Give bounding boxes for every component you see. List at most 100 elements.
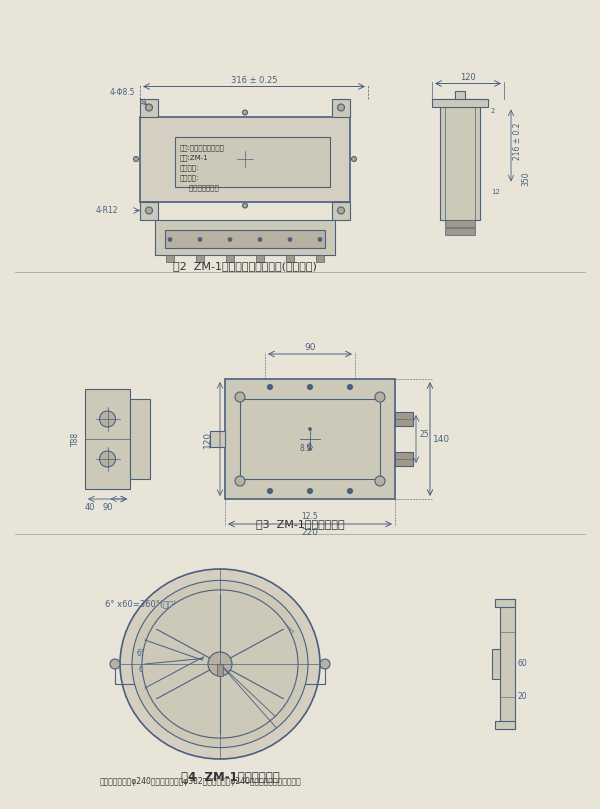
Text: 316 ± 0.25: 316 ± 0.25 [231, 75, 277, 84]
Circle shape [228, 238, 232, 242]
Bar [495, 599, 515, 607]
Bar [85, 389, 130, 489]
Bar [225, 379, 395, 499]
Circle shape [308, 427, 311, 430]
Circle shape [100, 411, 115, 427]
Bar [175, 137, 330, 187]
Circle shape [352, 156, 356, 162]
Text: Φ362: Φ362 [194, 620, 216, 638]
Text: 名称:非接触式测速装置: 名称:非接触式测速装置 [180, 145, 225, 151]
Text: 12.5: 12.5 [302, 512, 319, 521]
Circle shape [347, 489, 353, 493]
Circle shape [110, 659, 120, 669]
Text: 6°: 6° [138, 664, 147, 674]
Text: 20: 20 [518, 692, 527, 701]
Text: 图2  ZM-1型电路接线盒外形图(填料函图): 图2 ZM-1型电路接线盒外形图(填料函图) [173, 261, 317, 271]
Bar [332, 201, 350, 219]
Bar [492, 649, 500, 679]
Text: 90: 90 [304, 343, 316, 352]
Bar [495, 721, 515, 729]
Bar [332, 99, 350, 116]
Text: 尾轴直径: 尾轴直径 [275, 619, 295, 639]
Text: 6°: 6° [136, 650, 145, 659]
Circle shape [235, 392, 245, 402]
Text: 8.5: 8.5 [299, 444, 311, 453]
Text: 350: 350 [521, 172, 530, 186]
Ellipse shape [120, 569, 320, 759]
Bar [440, 99, 480, 219]
Circle shape [100, 451, 115, 467]
Circle shape [308, 489, 313, 493]
Circle shape [258, 238, 262, 242]
Text: 12: 12 [491, 188, 500, 194]
Circle shape [198, 238, 202, 242]
Bar [217, 664, 223, 676]
Bar [445, 227, 475, 235]
Bar [286, 255, 294, 261]
Text: 25: 25 [419, 430, 428, 438]
Text: 图4  ZM-1信号盘外形图: 图4 ZM-1信号盘外形图 [181, 771, 280, 784]
Circle shape [288, 238, 292, 242]
Circle shape [337, 207, 344, 214]
Bar [240, 399, 380, 479]
Text: T88: T88 [71, 432, 80, 446]
Circle shape [242, 110, 248, 115]
Circle shape [347, 384, 353, 389]
Text: 图3  ZM-1传感器外盒图: 图3 ZM-1传感器外盒图 [256, 519, 344, 529]
Text: 220: 220 [302, 528, 319, 537]
Bar [210, 431, 225, 447]
Text: 2: 2 [491, 108, 496, 113]
Bar [432, 99, 488, 107]
Text: 4-Φ8.5: 4-Φ8.5 [110, 87, 135, 96]
Circle shape [146, 104, 152, 111]
Bar [316, 255, 324, 261]
Bar [155, 219, 335, 255]
Bar [140, 116, 350, 201]
Bar [445, 219, 475, 227]
Text: 90: 90 [102, 503, 113, 512]
Bar [226, 255, 234, 261]
Circle shape [308, 447, 311, 451]
Bar [455, 91, 465, 99]
Bar [166, 255, 174, 261]
Circle shape [235, 476, 245, 486]
Ellipse shape [142, 590, 298, 738]
Text: 4-R12: 4-R12 [95, 206, 118, 215]
Text: 南通航海仪表厂: 南通航海仪表厂 [180, 184, 219, 191]
Circle shape [318, 238, 322, 242]
Bar [500, 599, 515, 729]
Circle shape [320, 659, 330, 669]
Circle shape [146, 207, 152, 214]
Circle shape [308, 384, 313, 389]
Text: 140: 140 [433, 434, 450, 443]
Text: 60: 60 [518, 659, 528, 668]
Circle shape [168, 238, 172, 242]
Text: 40: 40 [84, 503, 95, 512]
Circle shape [337, 104, 344, 111]
Text: 216 ± 0.2: 216 ± 0.2 [513, 123, 522, 160]
Circle shape [375, 476, 385, 486]
Circle shape [208, 652, 232, 676]
Circle shape [133, 156, 139, 162]
Text: 电流电压:: 电流电压: [180, 175, 199, 181]
Bar [395, 412, 413, 426]
Text: Φ382: Φ382 [239, 694, 261, 714]
Text: 6° x60=360°(均分): 6° x60=360°(均分) [105, 599, 176, 608]
Circle shape [268, 384, 272, 389]
Circle shape [268, 489, 272, 493]
Text: 额定转速:: 额定转速: [180, 164, 199, 172]
Bar [165, 230, 325, 248]
Bar [395, 452, 413, 466]
Ellipse shape [132, 580, 308, 748]
Bar [256, 255, 264, 261]
Bar [140, 201, 158, 219]
Bar [196, 255, 204, 261]
Text: 型号:ZM-1: 型号:ZM-1 [180, 155, 209, 161]
Text: 120: 120 [460, 73, 476, 82]
Text: 注：尾轴直径在φ240及以下，外径为φ382，尾轴直径在φ240以上，外径要适当加大。: 注：尾轴直径在φ240及以下，外径为φ382，尾轴直径在φ240以上，外径要适当… [100, 777, 302, 786]
Circle shape [242, 203, 248, 208]
Bar [130, 399, 150, 479]
Bar [140, 99, 158, 116]
Text: 120: 120 [203, 430, 212, 447]
Circle shape [375, 392, 385, 402]
